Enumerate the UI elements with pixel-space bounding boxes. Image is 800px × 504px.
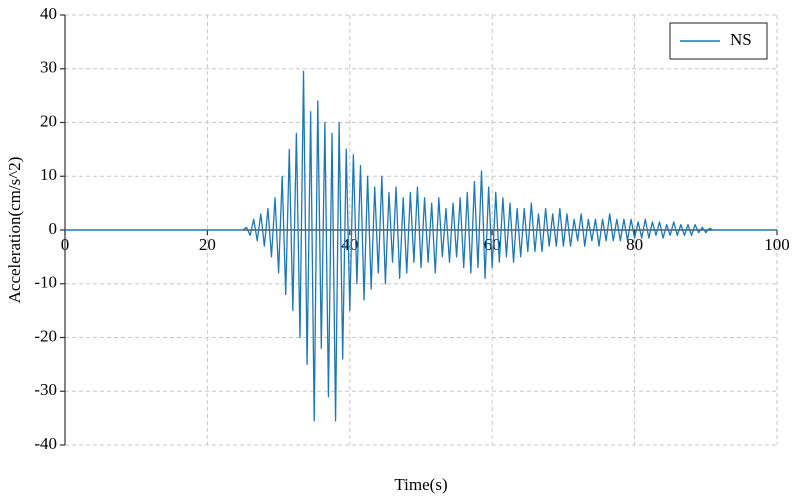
x-tick-label: 40: [341, 235, 358, 254]
x-tick-label: 0: [61, 235, 70, 254]
x-axis-label: Time(s): [394, 475, 447, 494]
x-tick-label: 80: [626, 235, 643, 254]
y-tick-label: 0: [49, 219, 58, 238]
x-tick-label: 20: [199, 235, 216, 254]
legend-label: NS: [730, 30, 752, 49]
y-tick-label: -30: [34, 380, 57, 399]
y-tick-label: 20: [40, 111, 57, 130]
y-axis-label: Acceleration(cm/s^2): [5, 157, 24, 304]
y-tick-label: -40: [34, 434, 57, 453]
y-tick-label: 10: [40, 165, 57, 184]
data-line: [65, 70, 777, 422]
x-tick-label: 60: [484, 235, 501, 254]
y-tick-label: -20: [34, 326, 57, 345]
y-tick-label: 30: [40, 58, 57, 77]
x-tick-label: 100: [764, 235, 790, 254]
y-tick-label: -10: [34, 273, 57, 292]
y-tick-label: 40: [40, 4, 57, 23]
